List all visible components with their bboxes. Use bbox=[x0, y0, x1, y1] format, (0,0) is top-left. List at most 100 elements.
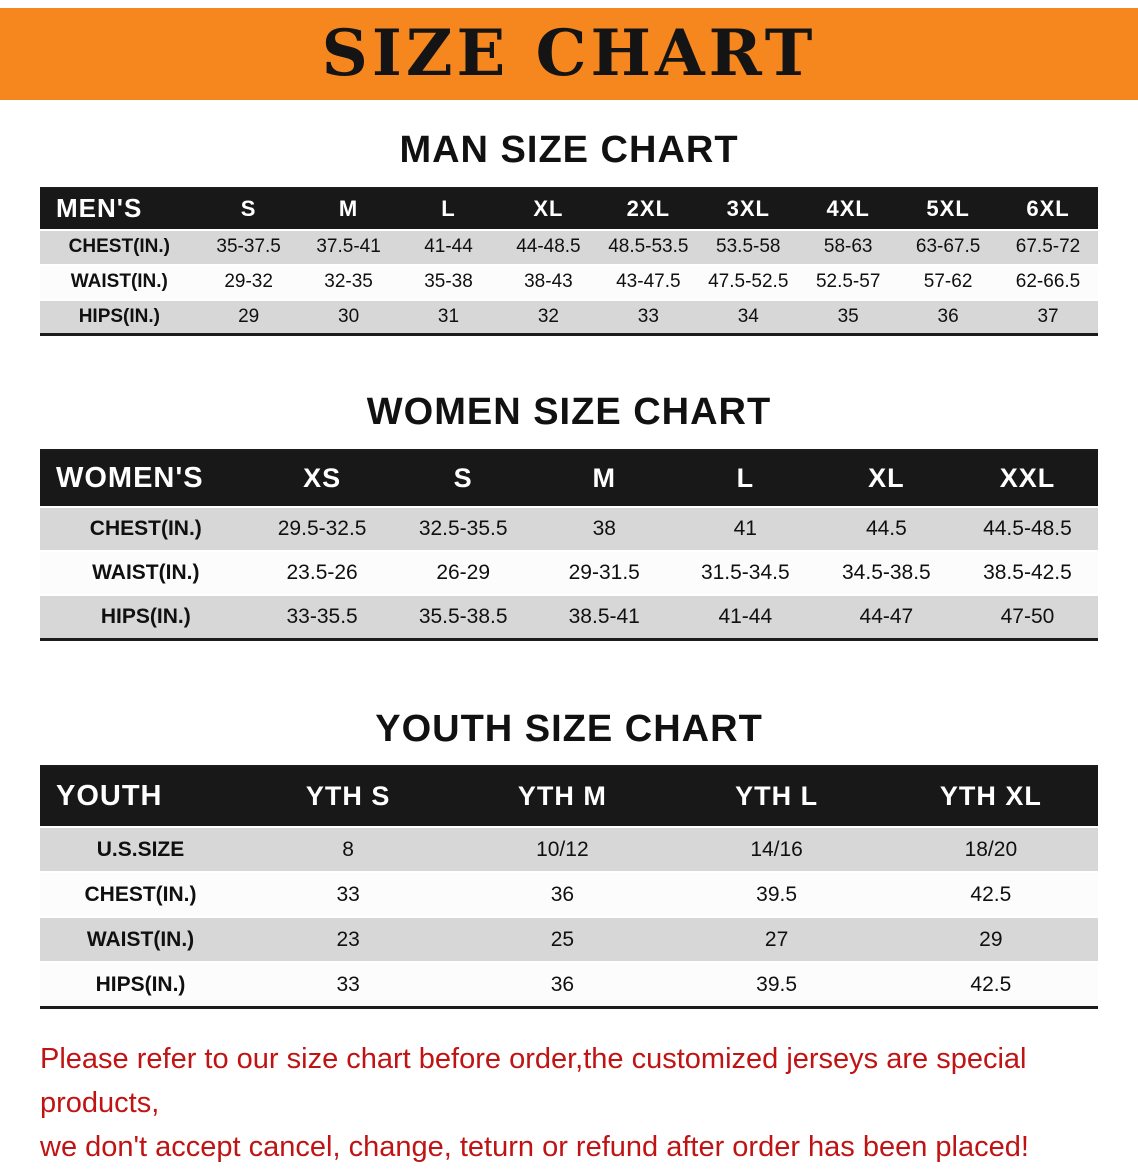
size-cell: 47-50 bbox=[1000, 604, 1055, 628]
column-header: XL bbox=[868, 463, 905, 494]
size-cell: 23.5-26 bbox=[286, 561, 358, 585]
size-cell: 44.5 bbox=[865, 517, 907, 541]
size-cell: 25 bbox=[550, 927, 575, 951]
size-cell: 44-48.5 bbox=[516, 236, 581, 258]
table-corner-label: YOUTH bbox=[56, 780, 163, 813]
table-row: HIPS(IN.) 33 36 39.5 42.5 bbox=[40, 962, 1098, 1008]
size-cell: 57-62 bbox=[923, 271, 973, 293]
size-chart-banner: SIZE CHART bbox=[0, 8, 1138, 100]
table-row: HIPS(IN.) 33-35.5 35.5-38.5 38.5-41 41-44 44-… bbox=[40, 595, 1098, 640]
size-cell: 38-43 bbox=[524, 271, 573, 293]
table-row: HIPS(IN.) 29 30 31 32 33 34 35 36 37 bbox=[40, 299, 1098, 335]
size-cell: 42.5 bbox=[970, 972, 1012, 996]
table-row: WAIST(IN.) 29-32 32-35 35-38 38-43 43-47.5 47.… bbox=[40, 264, 1098, 300]
size-cell: 32 bbox=[537, 306, 559, 328]
size-cell: 41-44 bbox=[718, 604, 773, 628]
size-cell: 36 bbox=[550, 882, 575, 906]
disclaimer-line-2: we don't accept cancel, change, teturn o… bbox=[40, 1130, 1029, 1163]
size-cell: 52.5-57 bbox=[815, 271, 881, 293]
size-cell: 44-47 bbox=[859, 604, 914, 628]
column-header: YTH M bbox=[517, 781, 607, 812]
banner-title: SIZE CHART bbox=[321, 16, 817, 91]
size-cell: 48.5-53.5 bbox=[608, 236, 689, 258]
row-label: HIPS(IN.) bbox=[78, 306, 160, 328]
column-header: XXL bbox=[999, 463, 1056, 494]
size-cell: 47.5-52.5 bbox=[708, 271, 789, 293]
size-cell: 14/16 bbox=[750, 837, 803, 861]
column-header: S bbox=[240, 195, 257, 221]
column-header: XL bbox=[533, 195, 564, 221]
table-corner-label: WOMEN'S bbox=[56, 462, 204, 495]
column-header: 6XL bbox=[1026, 195, 1070, 221]
header-row: WOMEN'S XS S M L XL XXL bbox=[40, 450, 1098, 508]
column-header: L bbox=[736, 463, 755, 494]
column-header: 4XL bbox=[826, 195, 870, 221]
size-cell: 35.5-38.5 bbox=[418, 604, 508, 628]
size-cell: 31.5-34.5 bbox=[700, 561, 790, 585]
size-cell: 23 bbox=[336, 927, 360, 951]
size-cell: 18/20 bbox=[964, 837, 1018, 861]
row-label: HIPS(IN.) bbox=[95, 972, 186, 996]
row-label: WAIST(IN.) bbox=[70, 271, 168, 293]
size-cell: 38 bbox=[592, 517, 616, 541]
size-cell: 29 bbox=[238, 306, 260, 328]
size-cell: 29.5-32.5 bbox=[277, 517, 367, 541]
column-header: XS bbox=[303, 463, 342, 494]
youth-size-chart-heading: YOUTH SIZE CHART bbox=[375, 707, 763, 750]
size-cell: 29-31.5 bbox=[568, 561, 640, 585]
column-header: YTH S bbox=[305, 781, 391, 812]
size-cell: 36 bbox=[550, 972, 575, 996]
size-cell: 42.5 bbox=[970, 882, 1012, 906]
size-cell: 33-35.5 bbox=[286, 604, 358, 628]
column-header: 2XL bbox=[626, 195, 671, 221]
size-cell: 32.5-35.5 bbox=[418, 517, 508, 541]
size-cell: 26-29 bbox=[436, 561, 491, 585]
size-cell: 37 bbox=[1037, 306, 1059, 328]
size-cell: 35-37.5 bbox=[216, 236, 281, 258]
size-cell: 35-38 bbox=[424, 271, 473, 293]
size-cell: 58-63 bbox=[823, 236, 873, 258]
size-cell: 33 bbox=[336, 882, 360, 906]
size-cell: 30 bbox=[338, 306, 360, 328]
size-cell: 43-47.5 bbox=[616, 271, 681, 293]
column-header: M bbox=[338, 195, 359, 221]
size-cell: 29-32 bbox=[224, 271, 273, 293]
row-label: CHEST(IN.) bbox=[68, 236, 170, 258]
size-cell: 36 bbox=[937, 306, 959, 328]
size-cell: 34.5-38.5 bbox=[842, 561, 931, 585]
disclaimer-text: Please refer to our size chart before or… bbox=[40, 1037, 1118, 1169]
size-cell: 8 bbox=[342, 837, 354, 861]
size-cell: 41 bbox=[733, 517, 757, 541]
row-label: WAIST(IN.) bbox=[86, 927, 195, 951]
size-cell: 34 bbox=[737, 306, 759, 328]
mens-size-table: MEN'S S M L XL 2XL 3XL 4XL 5XL 6XL CHEST(IN.) 35-37… bbox=[40, 186, 1098, 337]
column-header: M bbox=[592, 463, 616, 494]
row-label: HIPS(IN.) bbox=[100, 604, 191, 628]
man-size-chart-section: MAN SIZE CHART MEN'S S M L XL 2XL 3XL 4XL 5XL 6XL… bbox=[0, 129, 1138, 337]
youth-size-chart-section: YOUTH SIZE CHART YOUTH YTH S YTH M YTH L YTH… bbox=[0, 707, 1138, 1009]
column-header: L bbox=[441, 195, 456, 221]
women-size-chart-section: WOMEN SIZE CHART WOMEN'S XS S M L XL XXL CHEST(… bbox=[0, 391, 1138, 641]
table-corner-label: MEN'S bbox=[56, 193, 143, 224]
size-cell: 53.5-58 bbox=[716, 236, 781, 258]
table-row: WAIST(IN.) 23.5-26 26-29 29-31.5 31.5-34.5 34… bbox=[40, 551, 1098, 596]
row-label: WAIST(IN.) bbox=[92, 561, 200, 585]
size-cell: 44.5-48.5 bbox=[983, 517, 1072, 541]
header-row: YOUTH YTH S YTH M YTH L YTH XL bbox=[40, 766, 1098, 828]
table-row: WAIST(IN.) 23 25 27 29 bbox=[40, 917, 1098, 963]
table-row: CHEST(IN.) 29.5-32.5 32.5-35.5 38 41 44.5 44.5… bbox=[40, 507, 1098, 552]
size-cell: 39.5 bbox=[756, 882, 798, 906]
column-header: YTH L bbox=[735, 781, 819, 812]
size-cell: 35 bbox=[837, 306, 859, 328]
size-cell: 62-66.5 bbox=[1015, 271, 1081, 293]
table-row: CHEST(IN.) 33 36 39.5 42.5 bbox=[40, 872, 1098, 918]
size-cell: 38.5-42.5 bbox=[983, 561, 1072, 585]
women-size-chart-heading: WOMEN SIZE CHART bbox=[366, 391, 772, 434]
size-cell: 37.5-41 bbox=[316, 236, 381, 258]
womens-size-table: WOMEN'S XS S M L XL XXL CHEST(IN.) 29.5-32.5 32.5… bbox=[40, 449, 1098, 641]
size-cell: 32-35 bbox=[324, 271, 373, 293]
column-header: YTH XL bbox=[939, 781, 1042, 812]
row-label: U.S.SIZE bbox=[96, 837, 185, 861]
youth-size-table: YOUTH YTH S YTH M YTH L YTH XL U.S.SIZE 8 10/12… bbox=[40, 765, 1098, 1009]
size-cell: 38.5-41 bbox=[568, 604, 640, 628]
